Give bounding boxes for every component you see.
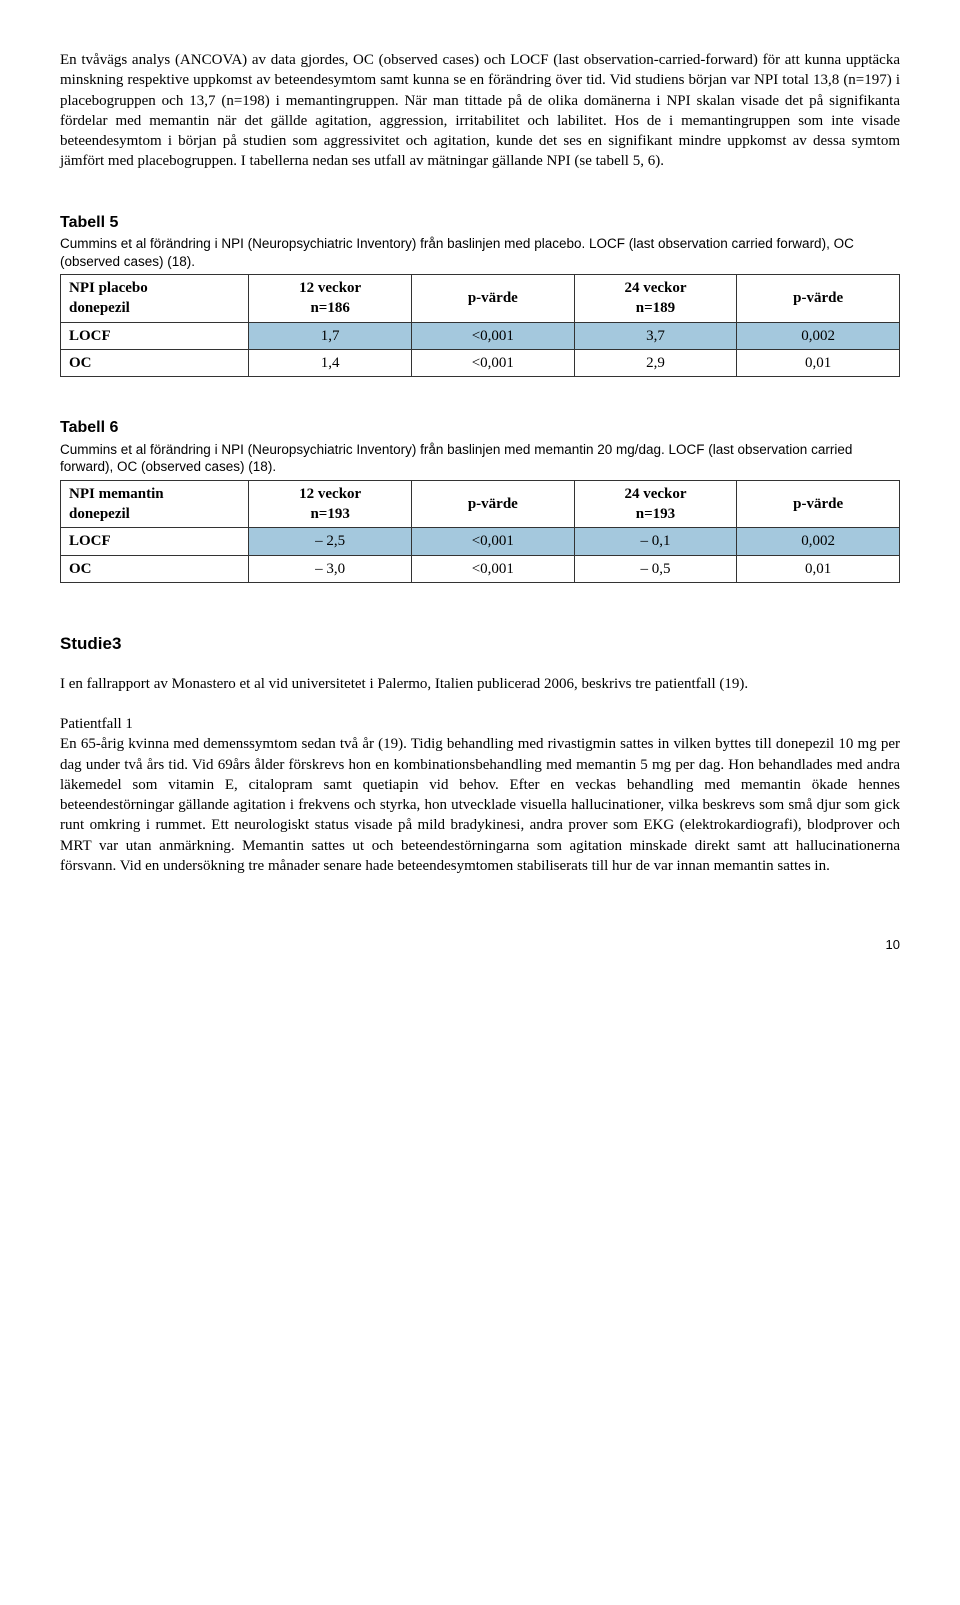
- table-row: LOCF 1,7 <0,001 3,7 0,002: [61, 322, 900, 349]
- th-c2a: 12 veckor: [299, 486, 361, 502]
- table-header-row: NPI memantin donepezil 12 veckor n=193 p…: [61, 480, 900, 528]
- th-c4b: n=193: [636, 506, 675, 522]
- table6-title: Tabell 6: [60, 417, 900, 439]
- th-c5: p-värde: [737, 275, 900, 323]
- cell: <0,001: [412, 349, 575, 376]
- patientfall-body: En 65-årig kvinna med demenssymtom sedan…: [60, 734, 900, 876]
- table6-caption: Cummins et al förändring i NPI (Neuropsy…: [60, 441, 900, 476]
- cell: <0,001: [412, 555, 575, 582]
- th-c5: p-värde: [737, 480, 900, 528]
- table-row: OC 1,4 <0,001 2,9 0,01: [61, 349, 900, 376]
- page-number: 10: [60, 936, 900, 954]
- th-c1b: donepezil: [69, 300, 130, 316]
- cell: <0,001: [412, 528, 575, 555]
- th-c4a: 24 veckor: [624, 486, 686, 502]
- cell: 2,9: [574, 349, 737, 376]
- row-label: LOCF: [61, 322, 249, 349]
- th-c3: p-värde: [412, 480, 575, 528]
- th-c1a: NPI placebo: [69, 280, 148, 296]
- th-c1b: donepezil: [69, 506, 130, 522]
- row-label: OC: [61, 555, 249, 582]
- cell: 3,7: [574, 322, 737, 349]
- th-c2b: n=186: [310, 300, 349, 316]
- cell: – 2,5: [249, 528, 412, 555]
- table5: NPI placebo donepezil 12 veckor n=186 p-…: [60, 274, 900, 377]
- cell: 0,002: [737, 322, 900, 349]
- table-row: LOCF – 2,5 <0,001 – 0,1 0,002: [61, 528, 900, 555]
- th-c4b: n=189: [636, 300, 675, 316]
- cell: – 3,0: [249, 555, 412, 582]
- studie3-intro: I en fallrapport av Monastero et al vid …: [60, 674, 900, 694]
- cell: 0,002: [737, 528, 900, 555]
- th-c3: p-värde: [412, 275, 575, 323]
- row-label: OC: [61, 349, 249, 376]
- cell: 1,4: [249, 349, 412, 376]
- intro-paragraph: En tvåvägs analys (ANCOVA) av data gjord…: [60, 50, 900, 172]
- table-row: OC – 3,0 <0,001 – 0,5 0,01: [61, 555, 900, 582]
- cell: – 0,1: [574, 528, 737, 555]
- row-label: LOCF: [61, 528, 249, 555]
- table6: NPI memantin donepezil 12 veckor n=193 p…: [60, 480, 900, 583]
- th-c2b: n=193: [310, 506, 349, 522]
- table5-caption: Cummins et al förändring i NPI (Neuropsy…: [60, 235, 900, 270]
- table5-title: Tabell 5: [60, 212, 900, 234]
- cell: 0,01: [737, 349, 900, 376]
- table-header-row: NPI placebo donepezil 12 veckor n=186 p-…: [61, 275, 900, 323]
- cell: 1,7: [249, 322, 412, 349]
- studie3-title: Studie3: [60, 633, 900, 656]
- cell: – 0,5: [574, 555, 737, 582]
- patientfall-title: Patientfall 1: [60, 714, 900, 734]
- cell: 0,01: [737, 555, 900, 582]
- cell: <0,001: [412, 322, 575, 349]
- th-c2a: 12 veckor: [299, 280, 361, 296]
- th-c1a: NPI memantin: [69, 486, 164, 502]
- th-c4a: 24 veckor: [624, 280, 686, 296]
